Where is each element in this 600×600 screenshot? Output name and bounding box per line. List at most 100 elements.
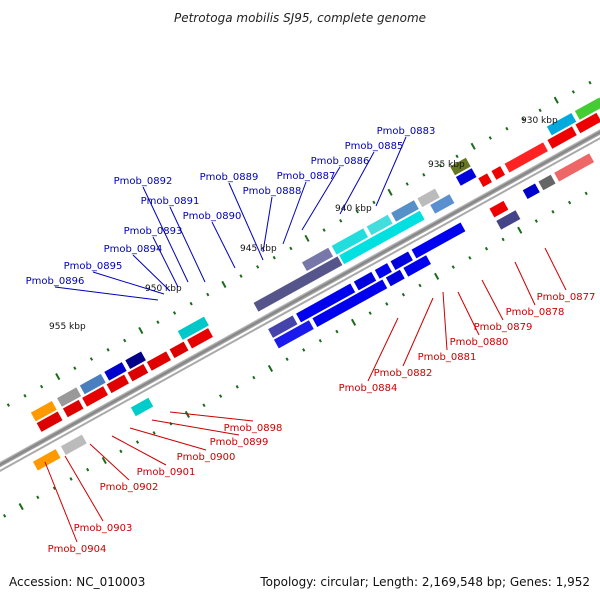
gene-feature[interactable] xyxy=(125,351,146,369)
gene-feature[interactable] xyxy=(312,279,388,328)
leader-line xyxy=(514,261,536,306)
gene-label-pmob-0881[interactable]: Pmob_0881 xyxy=(418,352,477,363)
gene-feature[interactable] xyxy=(478,173,492,188)
gene-label-pmob-0893[interactable]: Pmob_0893 xyxy=(124,226,183,237)
leader-line xyxy=(228,182,264,261)
gene-feature[interactable] xyxy=(403,255,431,277)
gene-label-pmob-0890[interactable]: Pmob_0890 xyxy=(183,211,242,222)
gene-feature[interactable] xyxy=(169,341,189,359)
minor-tick xyxy=(468,256,472,260)
forward-strand-genes xyxy=(30,97,600,432)
gene-feature[interactable] xyxy=(417,188,440,208)
top-gene-labels: Pmob_0883 Pmob_0885 Pmob_0886 Pmob_0887 Pmob… xyxy=(26,126,436,301)
minor-tick xyxy=(172,311,177,315)
gene-feature[interactable] xyxy=(273,320,314,349)
leader-line xyxy=(151,419,240,436)
gene-feature[interactable] xyxy=(82,386,108,407)
gene-feature[interactable] xyxy=(390,251,413,270)
gene-label-pmob-0877[interactable]: Pmob_0877 xyxy=(537,292,596,303)
gene-feature[interactable] xyxy=(268,315,298,338)
gene-feature[interactable] xyxy=(491,166,506,180)
gene-label-pmob-0895[interactable]: Pmob_0895 xyxy=(64,261,123,272)
gene-label-pmob-0886[interactable]: Pmob_0886 xyxy=(311,156,370,167)
gene-feature[interactable] xyxy=(127,363,149,382)
minor-tick xyxy=(405,182,409,186)
gene-label-pmob-0889[interactable]: Pmob_0889 xyxy=(200,172,259,183)
leader-line xyxy=(211,221,236,269)
gene-feature[interactable] xyxy=(301,247,334,272)
gene-feature[interactable] xyxy=(504,142,548,173)
gene-feature[interactable] xyxy=(106,374,129,394)
gene-feature[interactable] xyxy=(187,328,213,349)
minor-tick xyxy=(538,108,542,113)
gene-label-pmob-0880[interactable]: Pmob_0880 xyxy=(450,337,509,348)
minor-tick xyxy=(567,200,572,205)
gene-feature[interactable] xyxy=(130,397,154,417)
gene-label-pmob-0903[interactable]: Pmob_0903 xyxy=(74,523,133,534)
leader-line xyxy=(481,279,504,321)
gene-feature[interactable] xyxy=(391,200,419,222)
gene-feature[interactable] xyxy=(455,168,477,186)
gene-feature[interactable] xyxy=(430,194,455,214)
minor-tick xyxy=(219,394,223,398)
gene-feature[interactable] xyxy=(411,222,466,259)
gene-feature[interactable] xyxy=(546,112,577,136)
gene-feature[interactable] xyxy=(374,263,392,279)
gene-label-pmob-0899[interactable]: Pmob_0899 xyxy=(210,437,269,448)
gene-label-pmob-0879[interactable]: Pmob_0879 xyxy=(474,322,533,333)
gene-feature[interactable] xyxy=(489,200,509,218)
major-tick xyxy=(267,364,274,372)
gene-label-pmob-0894[interactable]: Pmob_0894 xyxy=(104,244,163,255)
minor-tick xyxy=(368,311,372,315)
gene-label-pmob-0878[interactable]: Pmob_0878 xyxy=(506,307,565,318)
gene-feature[interactable] xyxy=(60,434,87,455)
gene-label-pmob-0891[interactable]: Pmob_0891 xyxy=(141,196,200,207)
minor-tick xyxy=(6,403,10,407)
gene-feature[interactable] xyxy=(574,97,600,120)
gene-feature[interactable] xyxy=(522,183,540,200)
gene-feature[interactable] xyxy=(62,399,84,418)
gene-label-pmob-0898[interactable]: Pmob_0898 xyxy=(224,423,283,434)
minor-tick xyxy=(272,255,276,260)
gene-label-pmob-0896[interactable]: Pmob_0896 xyxy=(26,276,85,287)
major-tick xyxy=(304,234,310,242)
gene-feature[interactable] xyxy=(146,351,171,371)
gene-label-pmob-0883[interactable]: Pmob_0883 xyxy=(377,126,436,137)
gene-label-pmob-0902[interactable]: Pmob_0902 xyxy=(100,482,159,493)
gene-feature[interactable] xyxy=(57,387,82,407)
gene-label-pmob-0887[interactable]: Pmob_0887 xyxy=(277,171,336,182)
leader-line xyxy=(375,136,407,207)
scale-label: 930 kbp xyxy=(521,116,558,126)
gene-label-pmob-0888[interactable]: Pmob_0888 xyxy=(243,186,302,197)
minor-tick xyxy=(52,486,57,490)
gene-label-pmob-0884[interactable]: Pmob_0884 xyxy=(339,383,398,394)
gene-label-pmob-0901[interactable]: Pmob_0901 xyxy=(137,467,196,478)
minor-tick xyxy=(505,126,509,131)
gene-feature[interactable] xyxy=(79,373,106,395)
gene-feature[interactable] xyxy=(496,210,521,230)
gene-feature[interactable] xyxy=(366,214,393,236)
gene-label-pmob-0882[interactable]: Pmob_0882 xyxy=(374,368,433,379)
gene-feature[interactable] xyxy=(32,449,61,471)
gene-label-pmob-0885[interactable]: Pmob_0885 xyxy=(345,141,404,152)
gene-feature[interactable] xyxy=(104,362,127,381)
gene-feature[interactable] xyxy=(30,400,57,422)
gene-feature[interactable] xyxy=(554,153,595,182)
leader-line xyxy=(442,291,448,351)
gene-feature[interactable] xyxy=(385,269,405,287)
minor-tick xyxy=(256,265,260,269)
gene-feature[interactable] xyxy=(538,174,556,191)
gene-label-pmob-0892[interactable]: Pmob_0892 xyxy=(114,176,173,187)
gene-feature[interactable] xyxy=(353,271,377,291)
gene-label-pmob-0900[interactable]: Pmob_0900 xyxy=(177,452,236,463)
gene-feature[interactable] xyxy=(296,283,356,323)
gene-feature[interactable] xyxy=(450,157,471,176)
gene-feature[interactable] xyxy=(253,256,343,312)
gene-label-pmob-0904[interactable]: Pmob_0904 xyxy=(48,544,107,555)
gene-feature[interactable] xyxy=(339,210,425,265)
gene-feature[interactable] xyxy=(177,316,209,340)
gene-feature[interactable] xyxy=(547,126,577,149)
gene-feature[interactable] xyxy=(575,112,600,134)
gene-feature[interactable] xyxy=(331,228,369,255)
gene-feature[interactable] xyxy=(36,411,63,432)
